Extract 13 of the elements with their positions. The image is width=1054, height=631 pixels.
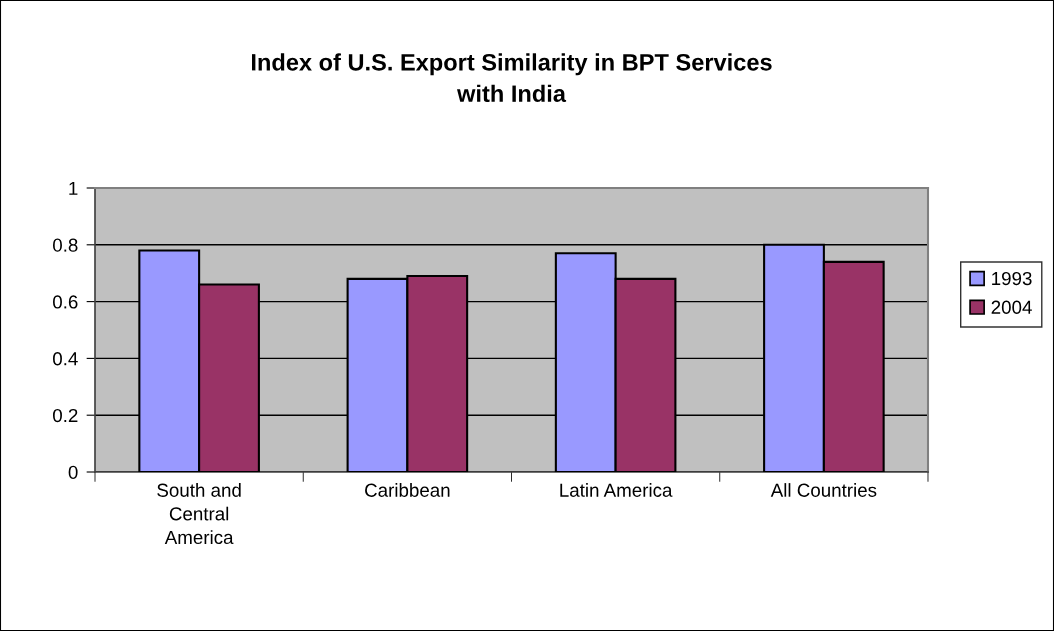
y-tick-label: 0.2 xyxy=(53,408,78,423)
y-tick-label: 0.4 xyxy=(53,352,78,366)
y-tick-label: 0 xyxy=(68,465,78,479)
y-tick-label: 0.6 xyxy=(53,295,78,309)
chart-title: Index of U.S. Export Similarity in BPT Services with India xyxy=(251,53,772,103)
x-tick-label: Caribbean xyxy=(365,483,450,497)
x-tick-label: South and Central America xyxy=(157,483,241,545)
y-tick-label: 1 xyxy=(69,181,78,195)
legend-label: 2004 xyxy=(991,300,1032,314)
legend-label: 1993 xyxy=(992,271,1032,286)
x-tick-label: Latin America xyxy=(560,483,673,497)
y-tick-label: 0.8 xyxy=(53,238,78,252)
x-tick-label: All Countries xyxy=(770,483,877,497)
